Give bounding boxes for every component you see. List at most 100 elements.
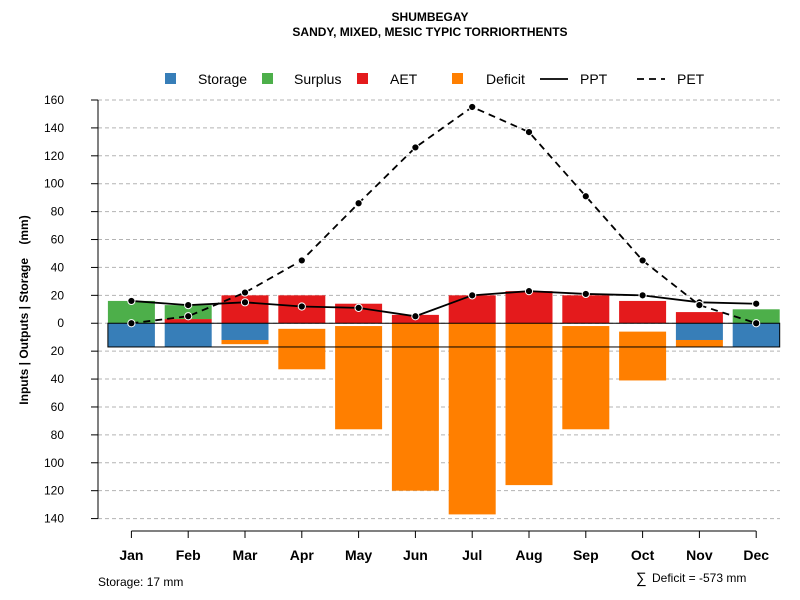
ppt-point — [524, 287, 534, 296]
pet-point — [354, 199, 363, 208]
deficit-bar — [675, 339, 723, 347]
ppt-line — [131, 290, 757, 318]
x-tick-label: Jan — [119, 547, 143, 563]
chart-subtitle: SANDY, MIXED, MESIC TYPIC TORRIORTHENTS — [292, 25, 567, 39]
legend: Storage Surplus AET Deficit PPT PET — [165, 71, 705, 87]
pet-point — [581, 192, 590, 201]
pet-point — [468, 102, 477, 112]
deficit-legend-swatch — [452, 73, 463, 84]
x-tick-label: Feb — [176, 547, 201, 563]
aet-legend-label: AET — [390, 71, 418, 87]
y-tick-label: 20 — [51, 288, 65, 302]
y-tick-label: 120 — [44, 484, 64, 498]
deficit-bar — [391, 323, 439, 491]
pet-point — [297, 256, 306, 265]
storage-bar — [107, 323, 155, 347]
storage-legend-label: Storage — [198, 71, 247, 87]
aet-legend-swatch — [357, 73, 368, 84]
deficit-bar — [335, 326, 383, 430]
aet-bar — [675, 312, 723, 324]
ppt-point — [354, 303, 363, 312]
y-tick-label: 40 — [51, 372, 65, 386]
storage-bar — [164, 323, 212, 347]
aet-bar — [562, 295, 610, 324]
pet-point — [752, 319, 761, 328]
pet-line — [131, 105, 757, 325]
ppt-point — [127, 296, 136, 306]
y-tick-label: 120 — [44, 149, 64, 163]
pet-point — [127, 319, 136, 328]
deficit-bar — [505, 323, 553, 486]
pet-point — [184, 312, 193, 321]
x-tick-label: Nov — [686, 547, 713, 563]
pet-point — [411, 143, 420, 152]
y-tick-label: 60 — [51, 400, 65, 414]
deficit-note: Deficit = -573 mm — [652, 571, 746, 585]
ppt-legend-label: PPT — [580, 71, 608, 87]
x-tick-label: Jun — [403, 547, 428, 563]
pet-point — [524, 127, 534, 137]
y-tick-label: 0 — [57, 316, 64, 330]
pet-point — [240, 288, 250, 297]
surplus-bar — [107, 300, 155, 324]
storage-legend-swatch — [165, 73, 176, 84]
x-tick-label: Oct — [631, 547, 655, 563]
x-tick-label: Dec — [743, 547, 769, 563]
deficit-bar — [619, 331, 667, 381]
y-tick-label: 20 — [51, 344, 65, 358]
y-tick-label: 100 — [44, 456, 64, 470]
ppt-point — [184, 301, 193, 310]
ppt-point — [297, 302, 306, 311]
deficit-bar — [562, 326, 610, 430]
storage-bar — [675, 323, 723, 340]
ppt-point — [581, 289, 590, 299]
deficit-legend-label: Deficit — [486, 71, 525, 87]
deficit-bar — [221, 339, 269, 345]
ppt-point — [468, 291, 477, 300]
x-tick-label: Aug — [515, 547, 542, 563]
surplus-bar — [732, 309, 780, 324]
storage-capacity-box — [107, 322, 781, 348]
ppt-point — [638, 291, 647, 300]
pet-point — [638, 256, 647, 265]
pet-legend-label: PET — [677, 71, 705, 87]
y-axis-label: Inputs | Outputs | Storage (mm) — [17, 215, 31, 404]
x-tick-label: Jul — [462, 547, 482, 563]
y-tick-label: 140 — [44, 512, 64, 526]
deficit-bar — [278, 328, 326, 370]
storage-note: Storage: 17 mm — [98, 575, 183, 589]
bars — [107, 291, 781, 515]
deficit-bar — [448, 323, 496, 515]
deficit-sum-icon: ∑ — [636, 570, 647, 587]
aet-bar — [164, 319, 212, 324]
ppt-point — [752, 299, 761, 308]
x-tick-label: Apr — [290, 547, 315, 563]
y-tick-label: 60 — [51, 233, 65, 247]
x-tick-label: Sep — [573, 547, 599, 563]
storage-bar — [221, 323, 269, 340]
pet-point — [695, 301, 704, 310]
ppt-point — [411, 312, 420, 321]
aet-bar — [448, 295, 496, 324]
surplus-legend-label: Surplus — [294, 71, 341, 87]
y-tick-label: 80 — [51, 428, 65, 442]
aet-bar — [505, 291, 553, 324]
y-tick-label: 160 — [44, 93, 64, 107]
y-tick-label: 100 — [44, 177, 64, 191]
x-tick-label: May — [345, 547, 372, 563]
gridlines — [98, 99, 780, 520]
chart-title: SHUMBEGAY — [392, 10, 469, 24]
y-tick-label: 80 — [51, 205, 65, 219]
x-tick-label: Mar — [233, 547, 258, 563]
ppt-point — [240, 298, 250, 307]
series-lines — [127, 102, 761, 328]
axes: 160 140 120 100 80 60 40 20 0 20 40 60 80 100 120 140 Ja… — [44, 93, 769, 563]
storage-bar — [732, 323, 780, 347]
surplus-bar — [164, 305, 212, 320]
surplus-legend-swatch — [262, 73, 273, 84]
y-tick-label: 140 — [44, 121, 64, 135]
y-tick-label: 40 — [51, 260, 65, 274]
aet-bar — [619, 300, 667, 324]
aet-bar — [335, 303, 383, 324]
